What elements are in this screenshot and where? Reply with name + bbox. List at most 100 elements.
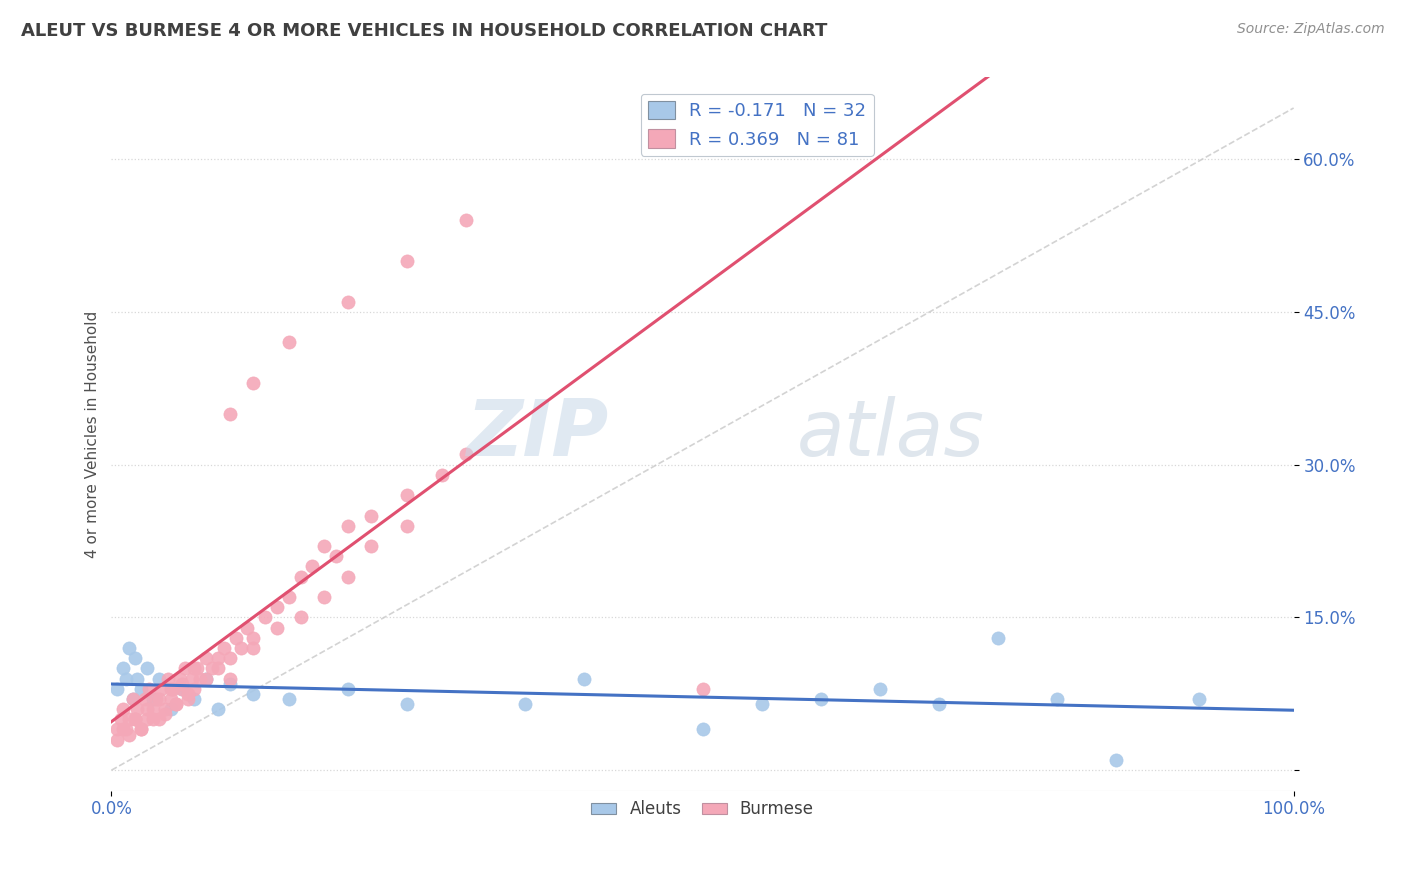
Point — [183, 661, 205, 675]
Point — [112, 661, 135, 675]
Point — [218, 407, 240, 421]
Point — [188, 672, 211, 686]
Point — [148, 672, 170, 686]
Point — [751, 697, 773, 711]
Point — [142, 692, 165, 706]
Point — [150, 681, 173, 696]
Point — [212, 640, 235, 655]
Point — [395, 253, 418, 268]
Point — [314, 590, 336, 604]
Point — [129, 723, 152, 737]
Point — [112, 702, 135, 716]
Point — [207, 702, 229, 716]
Point — [225, 631, 247, 645]
Point — [105, 681, 128, 696]
Point — [395, 518, 418, 533]
Point — [180, 672, 202, 686]
Point — [236, 621, 259, 635]
Point — [121, 692, 143, 706]
Point — [127, 672, 149, 686]
Point — [105, 732, 128, 747]
Point — [159, 681, 181, 696]
Point — [173, 661, 195, 675]
Point — [165, 697, 187, 711]
Point — [138, 681, 160, 696]
Point — [692, 681, 714, 696]
Point — [207, 661, 229, 675]
Point — [254, 610, 277, 624]
Point — [314, 539, 336, 553]
Point — [134, 692, 156, 706]
Point — [325, 549, 347, 564]
Point — [124, 712, 146, 726]
Point — [266, 600, 288, 615]
Point — [135, 661, 157, 675]
Point — [129, 723, 152, 737]
Point — [987, 631, 1010, 645]
Point — [153, 702, 176, 716]
Point — [124, 651, 146, 665]
Point — [162, 681, 184, 696]
Point — [360, 508, 382, 523]
Text: ALEUT VS BURMESE 4 OR MORE VEHICLES IN HOUSEHOLD CORRELATION CHART: ALEUT VS BURMESE 4 OR MORE VEHICLES IN H… — [21, 22, 828, 40]
Point — [231, 640, 253, 655]
Point — [124, 712, 146, 726]
Y-axis label: 4 or more Vehicles in Household: 4 or more Vehicles in Household — [86, 310, 100, 558]
Point — [135, 712, 157, 726]
Point — [172, 681, 194, 696]
Point — [201, 661, 224, 675]
Point — [183, 681, 205, 696]
Point — [515, 697, 537, 711]
Point — [432, 467, 454, 482]
Point — [277, 335, 299, 350]
Point — [195, 672, 218, 686]
Text: Source: ZipAtlas.com: Source: ZipAtlas.com — [1237, 22, 1385, 37]
Point — [1046, 692, 1069, 706]
Text: ZIP: ZIP — [465, 396, 607, 472]
Point — [153, 707, 176, 722]
Point — [207, 651, 229, 665]
Point — [266, 621, 288, 635]
Point — [118, 712, 141, 726]
Point — [692, 723, 714, 737]
Point — [336, 681, 359, 696]
Point — [177, 692, 200, 706]
Point — [242, 631, 264, 645]
Legend: Aleuts, Burmese: Aleuts, Burmese — [585, 794, 821, 825]
Point — [218, 672, 240, 686]
Point — [810, 692, 832, 706]
Point — [148, 692, 170, 706]
Point — [454, 447, 477, 461]
Point — [165, 697, 187, 711]
Point — [159, 702, 181, 716]
Point — [928, 697, 950, 711]
Point — [127, 702, 149, 716]
Point — [277, 692, 299, 706]
Point — [105, 723, 128, 737]
Point — [1188, 692, 1211, 706]
Point — [172, 681, 194, 696]
Point — [172, 676, 194, 690]
Point — [169, 672, 191, 686]
Point — [183, 692, 205, 706]
Point — [148, 712, 170, 726]
Point — [242, 376, 264, 390]
Point — [195, 672, 218, 686]
Point — [290, 569, 312, 583]
Point — [290, 610, 312, 624]
Point — [118, 640, 141, 655]
Point — [454, 213, 477, 227]
Point — [129, 681, 152, 696]
Point — [574, 672, 596, 686]
Point — [159, 692, 181, 706]
Point — [157, 672, 180, 686]
Point — [142, 712, 165, 726]
Point — [218, 651, 240, 665]
Point — [395, 488, 418, 502]
Point — [135, 702, 157, 716]
Point — [277, 590, 299, 604]
Point — [360, 539, 382, 553]
Point — [114, 723, 136, 737]
Point — [118, 728, 141, 742]
Point — [114, 672, 136, 686]
